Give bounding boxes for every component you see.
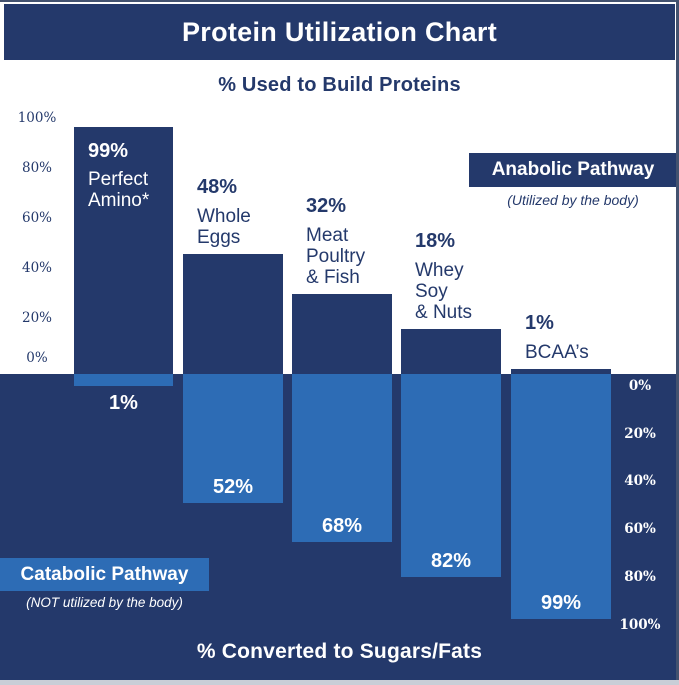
bar-label-4: 1% BCAA’s [525,312,589,363]
right-axis-tick-0: 0% [628,378,652,394]
chart-header: Protein Utilization Chart [4,4,675,60]
bar-name-line-1-0: Whole [197,206,251,228]
catabolic-pathway-badge: Catabolic Pathway [0,558,209,591]
left-axis-tick-4: 20% [21,310,52,326]
bar-name-line-3-0: Whey [415,260,464,282]
bar-name-line-2-1: Poultry [306,246,366,268]
right-axis-tick-5: 100% [619,617,661,633]
bar-name-line-0-0: Perfect [88,169,149,191]
catabolic-bar-3 [401,374,501,577]
bottom-axis-title: % Converted to Sugars/Fats [196,640,483,663]
left-axis-tick-2: 60% [21,210,52,226]
bar-up-percent-3: 18% [415,230,456,253]
anabolic-pathway-label: Anabolic Pathway [491,159,655,180]
bar-name-line-0-1: Amino* [88,190,150,212]
bar-down-percent-3: 82% [430,549,472,572]
anabolic-bar-1 [183,254,283,374]
anabolic-bar-2 [292,294,392,374]
right-axis-tick-2: 40% [624,473,656,489]
bar-up-percent-4: 1% [525,312,554,334]
left-axis-tick-1: 80% [21,160,52,176]
top-axis-title: % Used to Build Proteins [218,74,461,96]
bar-label-1: 48% Whole Eggs [197,176,251,248]
bar-up-percent-0: 99% [88,140,129,163]
bar-up-percent-1: 48% [197,176,238,199]
bar-label-3: 18% Whey Soy & Nuts [415,230,472,323]
bar-up-percent-2: 32% [306,195,347,218]
bar-label-2: 32% Meat Poultry & Fish [306,195,365,288]
left-axis-tick-3: 40% [21,260,52,276]
left-axis-tick-0: 100% [17,110,57,126]
anabolic-bar-4 [511,369,611,374]
catabolic-pathway-note: (NOT utilized by the body) [26,595,183,610]
left-axis-tick-5: 0% [26,350,48,366]
bar-label-0: 99% Perfect Amino* [88,140,149,211]
right-axis-tick-1: 20% [624,426,656,442]
bar-down-percent-4: 99% [540,592,582,615]
right-axis-tick-4: 80% [624,569,656,585]
bar-name-line-3-2: & Nuts [415,302,473,324]
anabolic-bar-0 [74,127,173,374]
catabolic-bar-1 [183,374,283,503]
top-edge-line [0,0,679,2]
bar-down-percent-2: 68% [321,515,363,538]
bar-name-line-4-0: BCAA’s [525,342,589,363]
catabolic-bar-2 [292,374,392,543]
bar-name-line-1-1: Eggs [197,227,241,249]
right-axis-tick-3: 60% [624,521,656,537]
catabolic-bar-4 [511,374,611,620]
catabolic-bar-0 [74,374,173,386]
anabolic-bar-3 [401,329,501,374]
anabolic-pathway-badge: Anabolic Pathway [469,153,677,187]
anabolic-pathway-note: (Utilized by the body) [507,192,639,208]
bar-name-line-2-2: & Fish [306,267,360,289]
bar-name-line-2-0: Meat [306,225,349,247]
right-edge-line [676,0,679,685]
chart-title: Protein Utilization Chart [181,16,497,47]
catabolic-pathway-label: Catabolic Pathway [20,563,189,585]
bottom-edge-line [0,680,679,685]
bar-name-line-3-1: Soy [415,281,448,303]
bar-down-percent-1: 52% [212,475,254,498]
bar-down-percent-0: 1% [109,392,138,414]
